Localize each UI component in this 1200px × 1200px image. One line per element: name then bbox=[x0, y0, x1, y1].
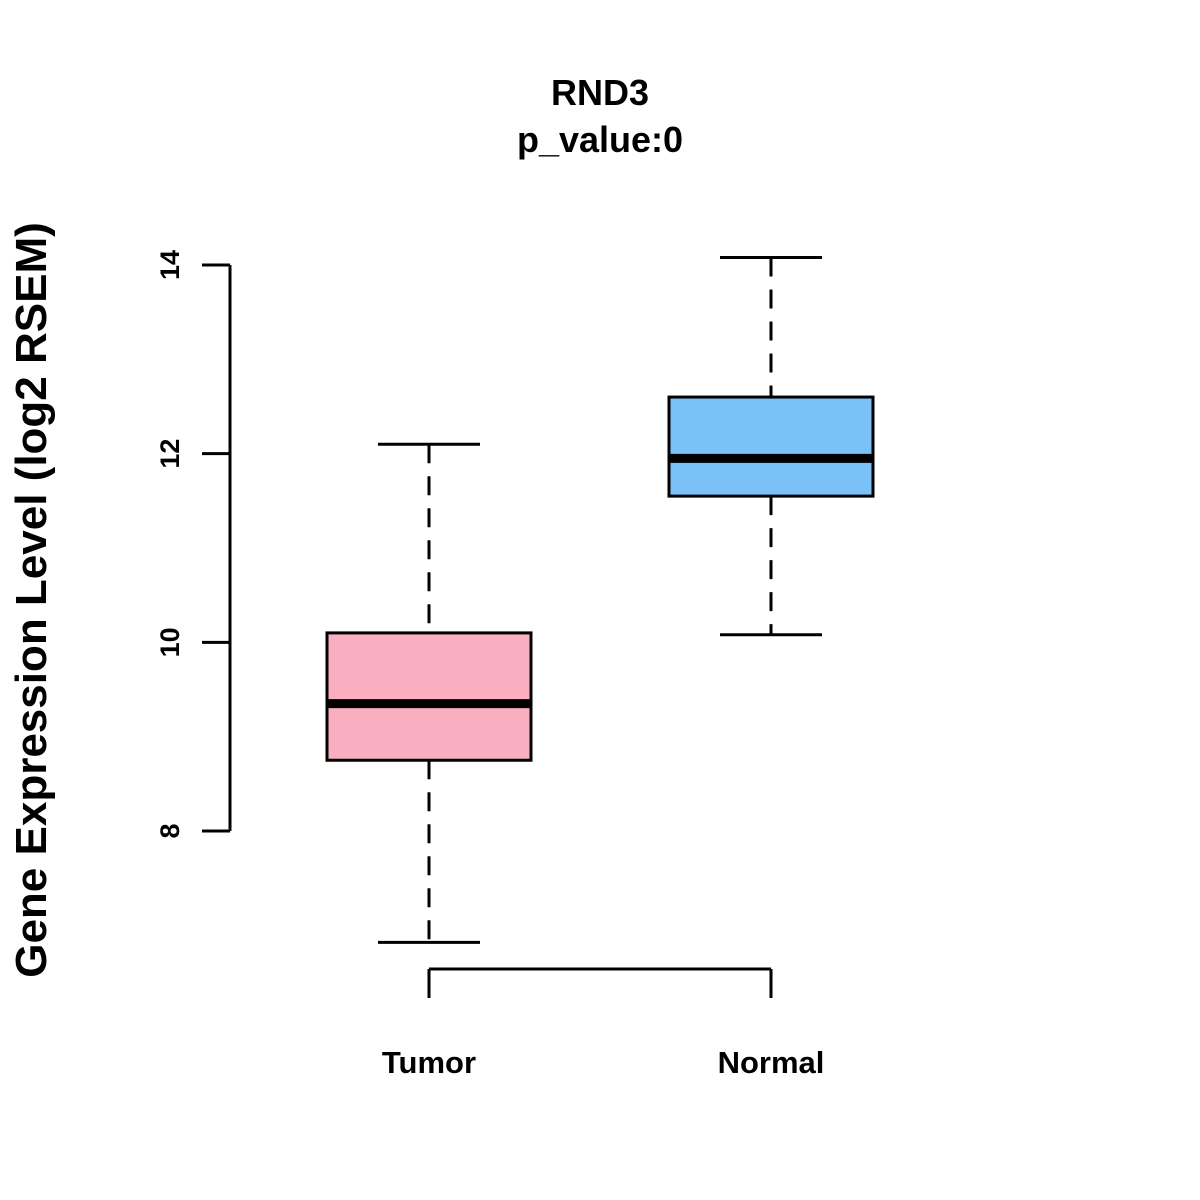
x-axis: Tumor Normal bbox=[382, 967, 825, 1080]
x-tick-label: Normal bbox=[718, 1045, 825, 1080]
y-axis: 8 10 12 14 bbox=[155, 250, 232, 839]
box-normal bbox=[667, 255, 875, 637]
x-tick-label: Tumor bbox=[382, 1045, 476, 1080]
y-tick-label: 14 bbox=[155, 250, 185, 280]
chart-subtitle: p_value:0 bbox=[517, 119, 683, 160]
iqr-box bbox=[667, 395, 875, 498]
y-tick-label: 10 bbox=[155, 627, 185, 657]
chart-title: RND3 bbox=[551, 72, 649, 113]
y-tick-label: 12 bbox=[155, 439, 185, 469]
y-axis-label: Gene Expression Level (log2 RSEM) bbox=[7, 222, 56, 978]
y-tick-label: 8 bbox=[155, 823, 185, 838]
boxes-group bbox=[325, 255, 875, 944]
iqr-box bbox=[325, 631, 533, 762]
box-tumor bbox=[325, 442, 533, 944]
